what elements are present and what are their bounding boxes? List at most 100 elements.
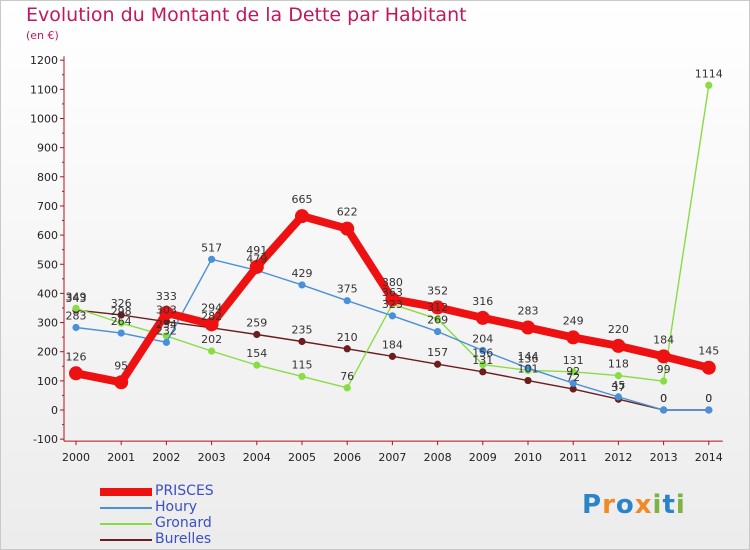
y-tick-label: 100 (37, 375, 58, 388)
legend-label-houry: Houry (155, 499, 198, 515)
logo-letter: x (634, 490, 653, 520)
y-tick-label: 200 (37, 346, 58, 359)
y-tick-label: 900 (37, 142, 58, 155)
data-point-prisces (340, 221, 355, 236)
data-label-prisces: 622 (337, 206, 358, 219)
data-point-gronard (298, 372, 306, 381)
data-point-burelles (388, 352, 396, 360)
x-tick-label: 2009 (469, 451, 497, 464)
data-point-houry (705, 406, 713, 414)
data-label-houry: 283 (66, 310, 87, 323)
data-point-prisces (611, 338, 626, 353)
data-label-gronard: 154 (246, 347, 267, 360)
x-tick-label: 2004 (243, 451, 271, 464)
data-label-gronard: 202 (201, 333, 222, 346)
y-tick-label: 800 (37, 171, 58, 184)
data-label-burelles: 282 (201, 310, 222, 323)
data-label-prisces: 283 (518, 305, 539, 318)
data-label-burelles: 157 (427, 346, 448, 359)
data-point-prisces (385, 292, 400, 307)
data-point-prisces (701, 360, 716, 375)
data-point-gronard (614, 372, 623, 380)
data-label-gronard: 99 (657, 363, 671, 376)
data-label-gronard: 76 (340, 370, 354, 383)
data-label-gronard: 254 (156, 318, 177, 331)
y-tick-label: 0 (51, 404, 58, 417)
y-tick-label: 300 (37, 317, 58, 330)
data-label-houry: 0 (705, 392, 712, 405)
x-tick-label: 2008 (424, 451, 452, 464)
x-tick-label: 2007 (378, 451, 406, 464)
data-label-burelles: 303 (156, 304, 177, 317)
data-point-gronard (479, 360, 487, 369)
data-point-houry (388, 312, 396, 320)
y-tick-label: 600 (37, 229, 58, 242)
x-tick-label: 2003 (198, 451, 226, 464)
data-label-gronard: 115 (292, 358, 313, 371)
data-label-houry: 0 (660, 392, 667, 405)
data-label-houry: 264 (111, 315, 132, 328)
data-point-burelles (117, 311, 125, 319)
data-point-gronard (569, 368, 577, 376)
data-point-houry (433, 327, 442, 336)
data-label-burelles: 72 (566, 371, 580, 384)
data-point-houry (162, 338, 170, 346)
data-point-prisces (114, 375, 129, 390)
data-label-gronard: 1114 (695, 67, 723, 80)
legend-label-gronard: Gronard (155, 515, 212, 531)
x-tick-label: 2014 (695, 451, 723, 464)
data-point-burelles (479, 368, 487, 376)
data-point-burelles (524, 376, 532, 385)
data-label-burelles: 235 (292, 323, 313, 336)
legend-swatch-gronard (100, 523, 152, 525)
data-point-burelles (298, 337, 306, 346)
data-point-gronard (705, 81, 713, 89)
data-label-burelles: 0 (705, 392, 712, 405)
data-point-prisces (656, 349, 671, 364)
y-tick-label: 400 (37, 287, 58, 300)
data-label-gronard: 118 (608, 358, 629, 371)
data-label-burelles: 37 (611, 381, 625, 394)
data-label-gronard: 298 (111, 305, 132, 318)
data-point-houry (117, 329, 125, 337)
data-point-burelles (343, 345, 351, 353)
y-tick-label: -100 (33, 433, 58, 446)
data-point-houry (208, 255, 216, 263)
data-label-houry: 479 (246, 252, 267, 265)
y-tick-label: 1200 (30, 54, 58, 67)
data-point-houry (72, 323, 80, 332)
x-tick-label: 2006 (333, 451, 361, 464)
data-point-burelles (253, 330, 261, 339)
data-point-gronard (659, 377, 668, 385)
data-label-burelles: 259 (246, 317, 267, 330)
legend-label-prisces: PRISCES (155, 483, 214, 499)
x-tick-label: 2002 (152, 451, 180, 464)
data-point-prisces (475, 310, 490, 325)
chart-subtitle: (en €) (26, 29, 59, 42)
data-point-houry (614, 393, 623, 401)
data-point-prisces (249, 259, 264, 274)
data-point-gronard (253, 361, 261, 369)
data-label-prisces: 333 (156, 290, 177, 303)
data-label-houry: 232 (156, 324, 177, 337)
data-label-burelles: 101 (518, 363, 539, 376)
data-label-gronard: 349 (66, 290, 87, 303)
data-label-houry: 517 (201, 241, 222, 254)
proxiti-logo: Proxiti (582, 490, 686, 520)
data-label-houry: 45 (611, 379, 625, 392)
data-label-gronard: 136 (518, 352, 539, 365)
data-point-prisces (430, 300, 445, 315)
data-label-houry: 323 (382, 298, 403, 311)
x-tick-label: 2010 (514, 451, 542, 464)
x-tick-label: 2013 (650, 451, 678, 464)
data-point-gronard (208, 347, 216, 355)
data-label-houry: 144 (518, 350, 539, 363)
x-tick-label: 2011 (559, 451, 587, 464)
legend-swatch-prisces (100, 488, 152, 496)
data-label-gronard: 131 (563, 354, 584, 367)
legend-swatch-houry (100, 507, 152, 509)
data-point-houry (524, 364, 532, 372)
logo-letter: t (662, 490, 676, 520)
data-point-houry (343, 297, 351, 305)
